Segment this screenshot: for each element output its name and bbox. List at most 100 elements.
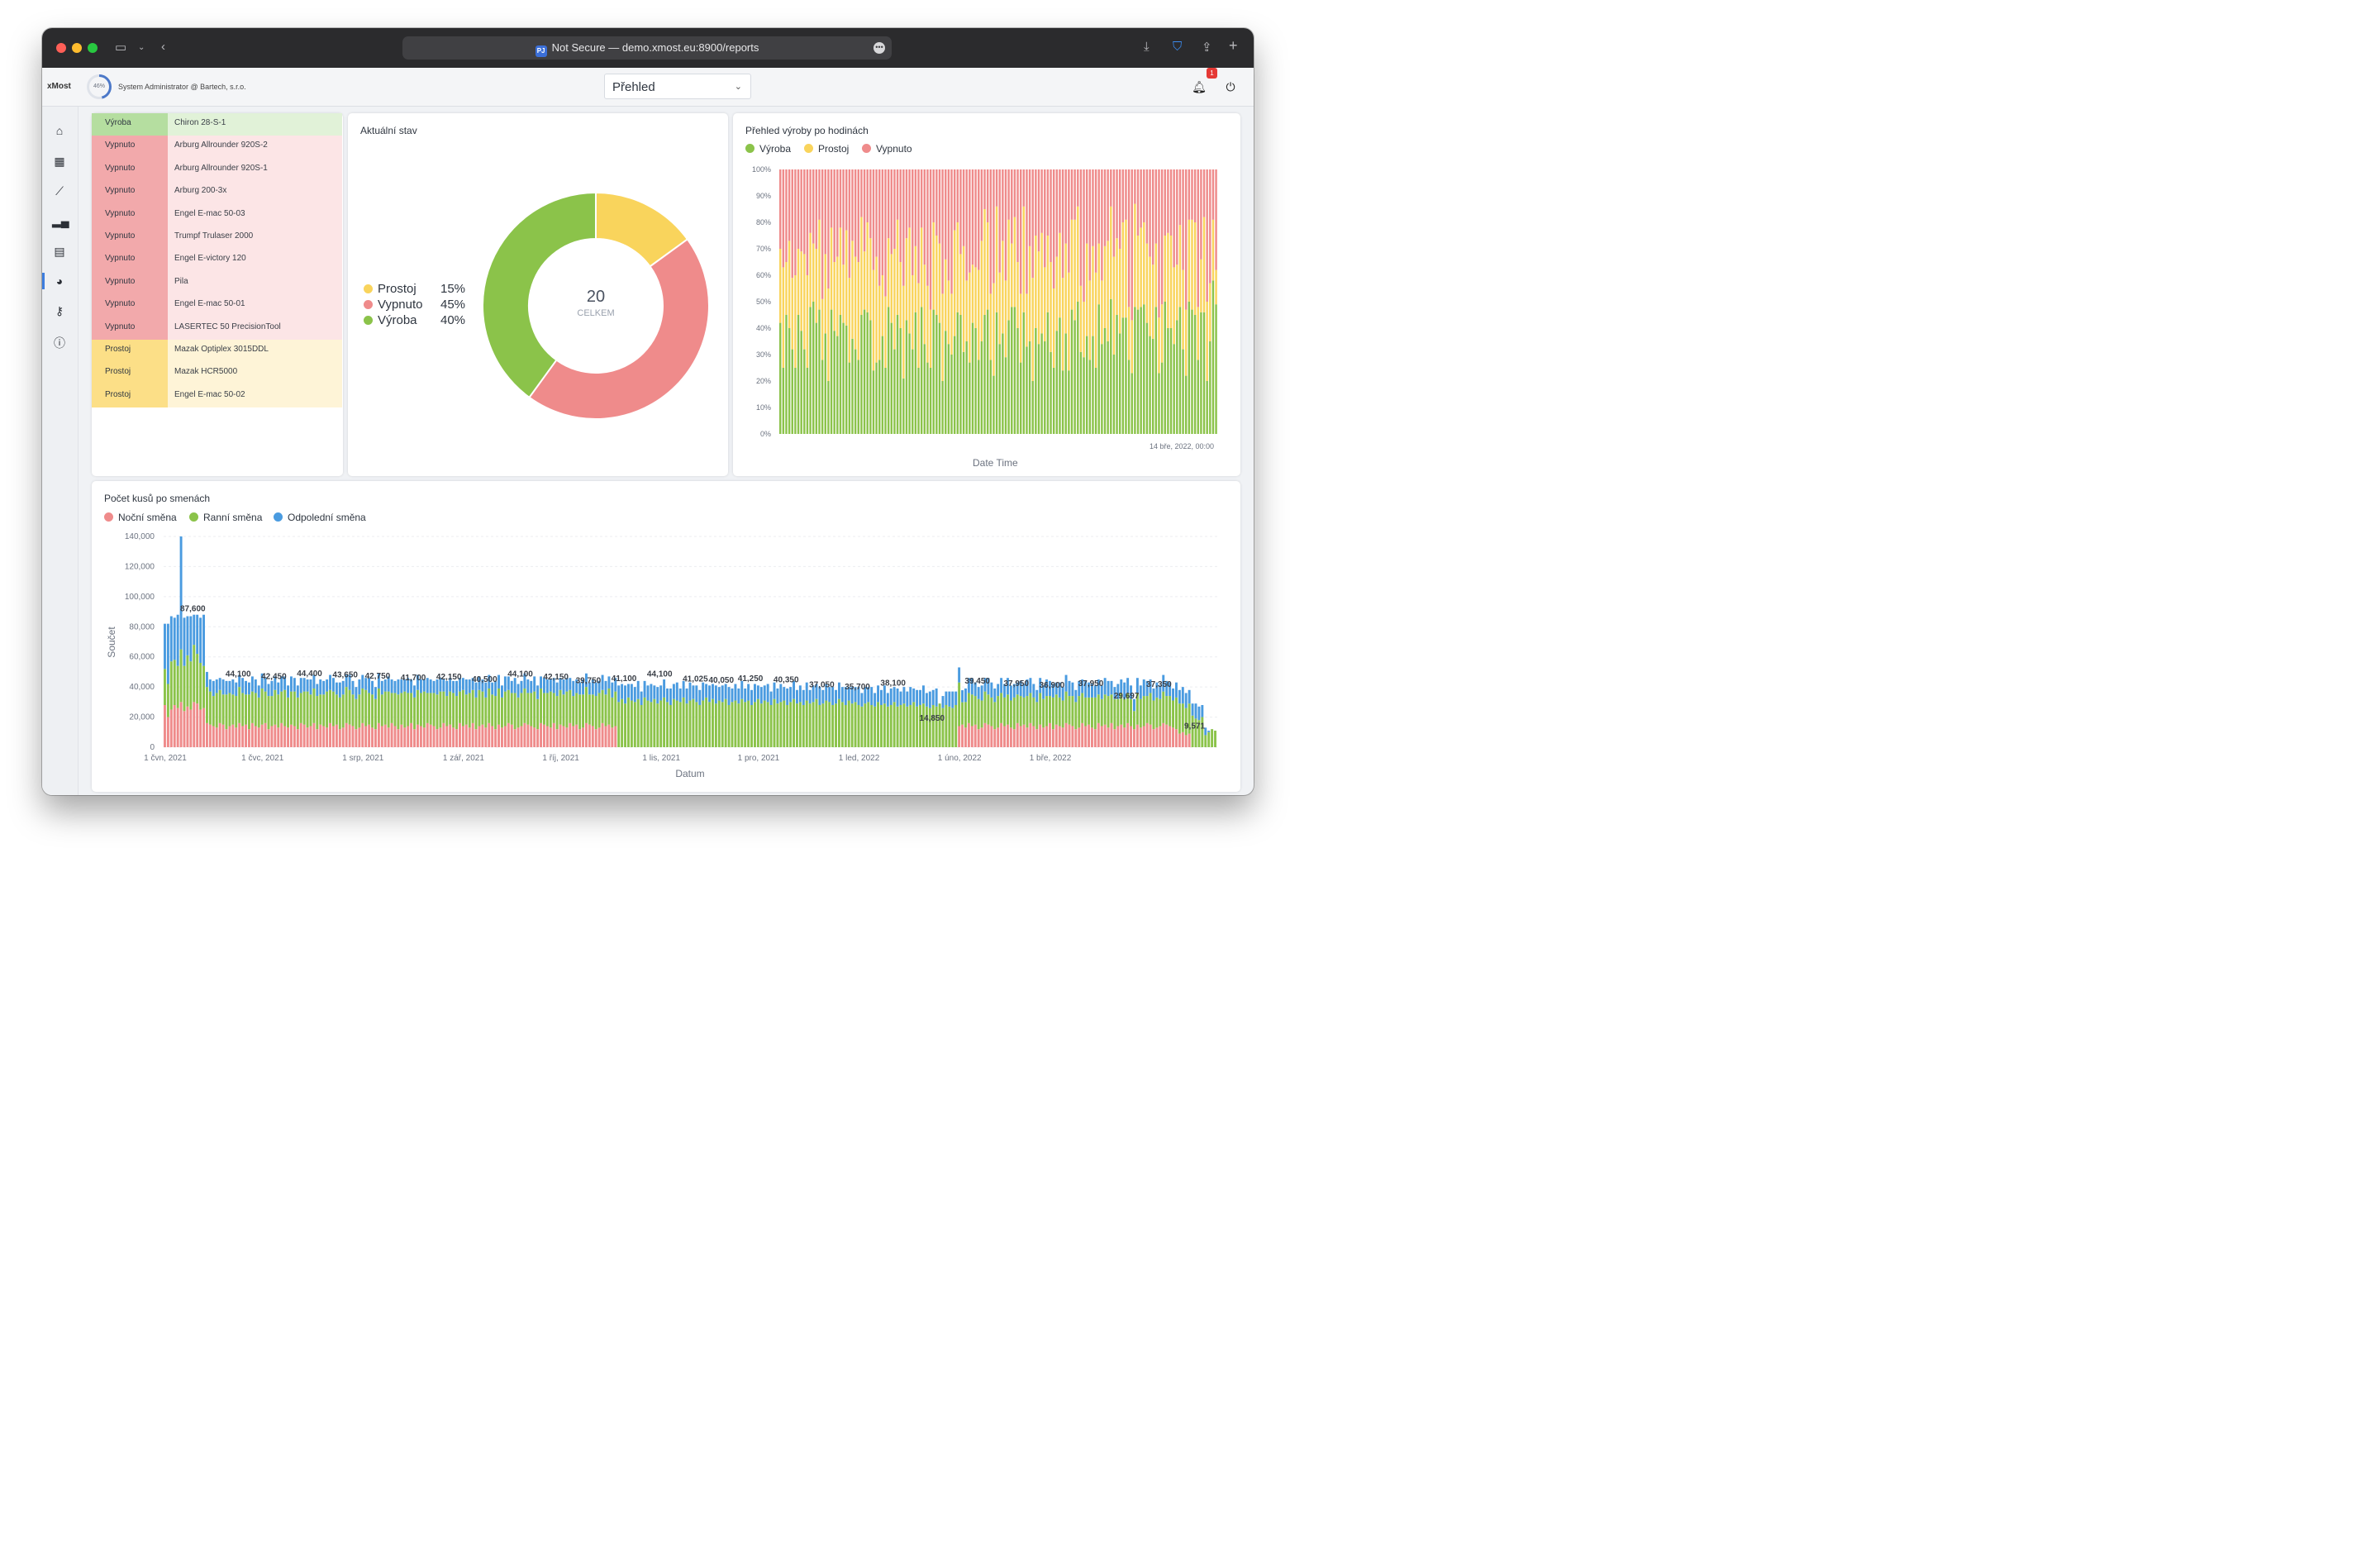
bar-odpoledni bbox=[591, 679, 594, 695]
hourly-bar-výroba bbox=[1164, 302, 1166, 434]
machine-row[interactable]: Prostoj Engel E-mac 50-02 bbox=[92, 384, 342, 408]
brand-logo[interactable]: xMost bbox=[47, 82, 71, 91]
machine-row[interactable]: Vypnuto Engel E-victory 120 bbox=[92, 249, 342, 272]
hourly-bar-výroba bbox=[1140, 307, 1142, 434]
machine-name: Trumpf Trulaser 2000 bbox=[168, 226, 342, 250]
bar-ranni bbox=[575, 693, 578, 725]
bar-nocni bbox=[176, 708, 179, 747]
bar-odpoledni bbox=[1084, 680, 1088, 698]
hourly-bar-vypnuto bbox=[1151, 169, 1154, 265]
bar-odpoledni bbox=[193, 614, 196, 646]
hourly-bar-prostoj bbox=[1164, 236, 1166, 302]
shield-icon[interactable]: ⛉ bbox=[1173, 40, 1183, 54]
hourly-bar-prostoj bbox=[818, 219, 821, 310]
machine-row[interactable]: Prostoj Mazak Optiplex 3015DDL bbox=[92, 340, 342, 363]
hourly-bar-prostoj bbox=[848, 278, 851, 363]
machine-row[interactable]: Vypnuto Arburg Allrounder 920S-2 bbox=[92, 136, 342, 159]
bar-nocni bbox=[169, 709, 173, 747]
download-icon[interactable]: ⤓ bbox=[1144, 40, 1150, 54]
close-window-button[interactable] bbox=[56, 43, 66, 53]
hourly-bar-vypnuto bbox=[857, 169, 859, 262]
dashboard-select[interactable]: Přehled ⌄ bbox=[604, 74, 751, 99]
machine-row[interactable]: Prostoj Mazak HCR5000 bbox=[92, 362, 342, 385]
dashboard-icon[interactable]: ▦ bbox=[54, 155, 65, 168]
hourly-bar-prostoj bbox=[947, 280, 950, 345]
machine-row[interactable]: Vypnuto Engel E-mac 50-01 bbox=[92, 294, 342, 317]
key-icon[interactable]: ⚷ bbox=[55, 304, 64, 317]
more-icon[interactable]: ••• bbox=[873, 42, 885, 54]
line-chart-icon[interactable]: ⟋ bbox=[55, 184, 64, 198]
bar-odpoledni bbox=[1081, 679, 1084, 693]
bar-ranni bbox=[796, 703, 798, 747]
minimize-window-button[interactable] bbox=[72, 43, 82, 53]
hourly-bar-prostoj bbox=[1197, 307, 1199, 360]
bar-nocni bbox=[445, 726, 449, 747]
bar-nocni bbox=[371, 727, 374, 747]
bar-nocni bbox=[1126, 722, 1130, 747]
x-end-label: 14 bře, 2022, 00:00 bbox=[1150, 442, 1215, 450]
bar-nocni bbox=[1058, 726, 1061, 747]
bell-icon[interactable]: 🔔︎ bbox=[1192, 80, 1207, 93]
hourly-bar-výroba bbox=[1061, 370, 1064, 434]
bar-odpoledni bbox=[526, 679, 530, 693]
bar-ranni bbox=[776, 703, 779, 747]
hourly-bar-vypnuto bbox=[1068, 169, 1070, 273]
machine-row[interactable]: Vypnuto Trumpf Trulaser 2000 bbox=[92, 226, 342, 250]
info-icon[interactable]: ⓘ bbox=[54, 336, 65, 350]
hourly-bar-vypnuto bbox=[965, 169, 968, 281]
hourly-bar-výroba bbox=[1055, 331, 1059, 434]
bar-chart-icon[interactable]: ▂▄ bbox=[52, 214, 69, 227]
bar-odpoledni bbox=[1126, 678, 1130, 693]
bar-ranni bbox=[857, 705, 860, 747]
bar-nocni bbox=[494, 729, 497, 747]
bar-odpoledni bbox=[825, 684, 828, 701]
pie-chart-icon[interactable]: ◕ bbox=[55, 274, 64, 288]
hourly-bar-výroba bbox=[1184, 375, 1188, 434]
hourly-bar-vypnuto bbox=[1050, 169, 1052, 262]
bar-ranni bbox=[390, 693, 393, 723]
new-tab-icon[interactable]: + bbox=[1229, 37, 1238, 54]
bar-odpoledni bbox=[1152, 688, 1155, 701]
hourly-bar-výroba bbox=[926, 362, 929, 434]
hourly-bar-výroba bbox=[912, 349, 914, 434]
bar-nocni bbox=[1165, 724, 1169, 747]
bar-nocni bbox=[1035, 729, 1039, 747]
bar-nocni bbox=[231, 724, 235, 747]
back-icon[interactable]: ‹ bbox=[161, 40, 165, 54]
hourly-bar-výroba bbox=[1094, 368, 1097, 434]
share-icon[interactable]: ⇪ bbox=[1202, 41, 1212, 55]
sidebar-toggle-icon[interactable]: ▭ bbox=[115, 41, 127, 55]
bar-odpoledni bbox=[296, 685, 299, 698]
table-icon[interactable]: ▤ bbox=[54, 245, 65, 258]
bar-odpoledni bbox=[672, 684, 675, 699]
site-favicon-icon: PJ bbox=[535, 45, 547, 57]
machine-row[interactable]: Vypnuto Engel E-mac 50-03 bbox=[92, 203, 342, 226]
chevron-down-icon[interactable]: ⌄ bbox=[138, 43, 145, 52]
hourly-bar-prostoj bbox=[845, 230, 848, 326]
bar-odpoledni bbox=[702, 682, 705, 701]
data-label: 42,150 bbox=[436, 673, 462, 682]
legend-prostoj: Prostoj bbox=[804, 143, 849, 155]
bar-ranni bbox=[909, 705, 912, 747]
bar-odpoledni bbox=[798, 685, 802, 703]
bar-odpoledni bbox=[1181, 687, 1184, 704]
hourly-bar-vypnuto bbox=[1145, 169, 1149, 244]
hourly-bar-vypnuto bbox=[1092, 169, 1094, 246]
bar-odpoledni bbox=[685, 688, 688, 704]
zoom-window-button[interactable] bbox=[88, 43, 98, 53]
address-bar[interactable]: PJ Not Secure — demo.xmost.eu:8900/report… bbox=[402, 36, 892, 60]
machine-row[interactable]: Vypnuto LASERTEC 50 PrecisionTool bbox=[92, 317, 342, 340]
hourly-bar-vypnuto bbox=[938, 169, 941, 244]
bar-odpoledni bbox=[899, 691, 902, 705]
home-icon[interactable]: ⌂ bbox=[55, 124, 64, 137]
bar-ranni bbox=[698, 705, 702, 747]
power-icon[interactable]: ⏻ bbox=[1226, 80, 1235, 93]
bar-odpoledni bbox=[326, 679, 329, 692]
machine-row[interactable]: Výroba Chiron 28-S-1 bbox=[92, 113, 342, 136]
hourly-bar-prostoj bbox=[1127, 307, 1130, 360]
bar-ranni bbox=[1064, 691, 1068, 723]
bar-odpoledni bbox=[176, 614, 179, 666]
machine-row[interactable]: Vypnuto Arburg Allrounder 920S-1 bbox=[92, 158, 342, 182]
machine-row[interactable]: Vypnuto Arburg 200-3x bbox=[92, 181, 342, 204]
machine-row[interactable]: Vypnuto Pila bbox=[92, 271, 342, 295]
